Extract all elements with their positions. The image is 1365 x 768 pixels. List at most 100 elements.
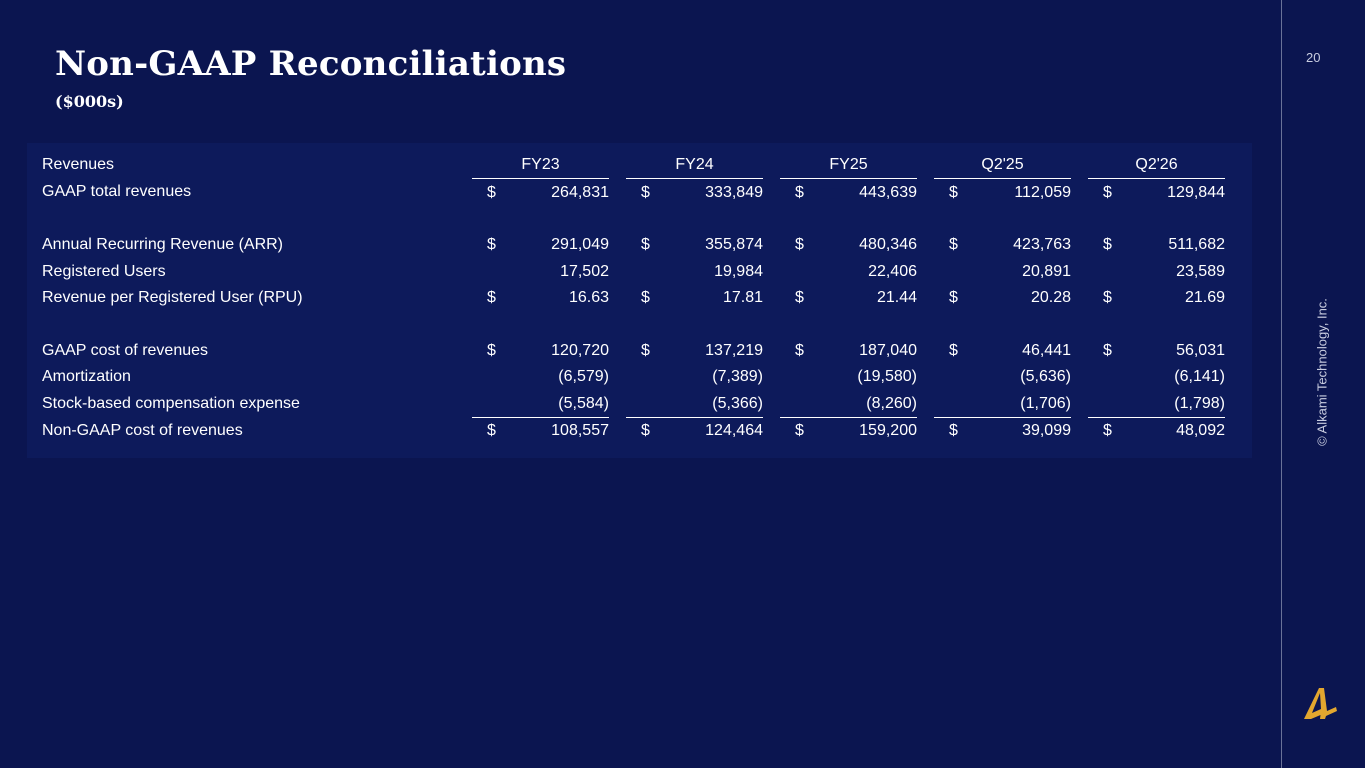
cell-value: 56,031 — [1176, 341, 1225, 359]
row-label: Stock-based compensation expense — [42, 394, 300, 412]
cell-value: 23,589 — [1176, 262, 1225, 280]
currency-symbol: $ — [1103, 236, 1112, 254]
cell-value: 423,763 — [1013, 236, 1071, 254]
cell-value: 17.81 — [722, 289, 763, 307]
table-row: Amortization (6,579) (7,389) (19,580) (5… — [42, 364, 1225, 390]
cell-value: (19,580) — [857, 368, 917, 386]
currency-symbol — [780, 390, 825, 418]
currency-symbol — [472, 364, 517, 390]
currency-symbol: $ — [487, 422, 496, 440]
alkami-logo-icon — [1304, 688, 1337, 719]
currency-symbol: $ — [795, 341, 804, 359]
currency-symbol — [934, 390, 979, 418]
currency-symbol: $ — [1103, 341, 1112, 359]
table-row: GAAP cost of revenues $120,720 $137,219 … — [42, 338, 1225, 364]
currency-symbol — [780, 259, 825, 285]
currency-symbol: $ — [1103, 183, 1112, 201]
cell-value: 19,984 — [714, 262, 763, 280]
row-label: Non-GAAP cost of revenues — [42, 421, 243, 439]
cell-value: (5,636) — [1020, 368, 1071, 386]
currency-symbol: $ — [487, 236, 496, 254]
currency-symbol: $ — [795, 422, 804, 440]
currency-symbol: $ — [1103, 289, 1112, 307]
currency-symbol — [472, 259, 517, 285]
table-row: Revenue per Registered User (RPU) $16.63… — [42, 285, 1225, 311]
currency-symbol — [472, 390, 517, 418]
column-header-q2-26: Q2'26 — [1088, 152, 1225, 180]
column-header-fy24: FY24 — [626, 152, 763, 180]
column-header-fy23: FY23 — [472, 152, 609, 180]
column-header-q2-25: Q2'25 — [934, 152, 1071, 180]
cell-value: 17,502 — [560, 262, 609, 280]
cell-value: 112,059 — [1014, 183, 1071, 201]
currency-symbol: $ — [949, 289, 958, 307]
cell-value: 187,040 — [859, 341, 917, 359]
currency-symbol — [934, 259, 979, 285]
currency-symbol — [780, 364, 825, 390]
cell-value: 20,891 — [1022, 262, 1071, 280]
cell-value: (1,798) — [1133, 390, 1225, 418]
row-label: GAAP total revenues — [42, 183, 192, 201]
cell-value: (5,366) — [671, 390, 763, 418]
cell-value: (8,260) — [825, 390, 917, 418]
row-label: Annual Recurring Revenue (ARR) — [42, 236, 283, 254]
currency-symbol — [626, 259, 671, 285]
currency-symbol: $ — [949, 183, 958, 201]
table-total-row: Non-GAAP cost of revenues $108,557 $124,… — [42, 417, 1225, 444]
table-row: Annual Recurring Revenue (ARR) $291,049 … — [42, 232, 1225, 258]
copyright-notice: © Alkami Technology, Inc. — [1314, 298, 1330, 446]
column-header-label: Revenues — [42, 156, 115, 174]
right-divider — [1281, 0, 1282, 768]
slide-title: Non-GAAP Reconciliations — [55, 44, 567, 84]
reconciliation-table-panel: Revenues FY23 FY24 FY25 Q2'25 Q2'26 GAAP… — [27, 143, 1252, 458]
cell-value: 120,720 — [551, 341, 609, 359]
cell-value: 355,874 — [705, 236, 763, 254]
cell-value: 333,849 — [705, 183, 763, 201]
currency-symbol — [934, 364, 979, 390]
cell-value: (5,584) — [517, 390, 609, 418]
reconciliation-table: Revenues FY23 FY24 FY25 Q2'25 Q2'26 GAAP… — [42, 152, 1225, 444]
cell-value: 159,200 — [859, 422, 917, 440]
currency-symbol: $ — [949, 236, 958, 254]
currency-symbol: $ — [949, 422, 958, 440]
cell-value: 21.44 — [876, 289, 917, 307]
cell-value: 443,639 — [859, 183, 917, 201]
currency-symbol: $ — [487, 183, 496, 201]
cell-value: (1,706) — [979, 390, 1071, 418]
currency-symbol: $ — [641, 289, 650, 307]
row-label: Revenue per Registered User (RPU) — [42, 289, 303, 307]
cell-value: 137,219 — [705, 341, 763, 359]
table-row: Stock-based compensation expense (5,584)… — [42, 390, 1225, 418]
currency-symbol: $ — [795, 289, 804, 307]
cell-value: 20.28 — [1030, 289, 1071, 307]
cell-value: 264,831 — [551, 183, 609, 201]
currency-symbol: $ — [641, 236, 650, 254]
currency-symbol — [1088, 259, 1133, 285]
cell-value: (6,579) — [558, 368, 609, 386]
cell-value: (6,141) — [1174, 368, 1225, 386]
cell-value: 48,092 — [1176, 422, 1225, 440]
currency-symbol: $ — [487, 289, 496, 307]
currency-symbol — [626, 364, 671, 390]
currency-symbol: $ — [641, 341, 650, 359]
slide-subtitle: ($000s) — [55, 92, 124, 111]
currency-symbol: $ — [949, 341, 958, 359]
currency-symbol: $ — [641, 183, 650, 201]
page-number: 20 — [1306, 50, 1321, 65]
row-label: Registered Users — [42, 262, 166, 280]
cell-value: 511,682 — [1168, 236, 1225, 254]
currency-symbol — [1088, 364, 1133, 390]
table-row: Registered Users 17,502 19,984 22,406 20… — [42, 259, 1225, 285]
cell-value: 291,049 — [551, 236, 609, 254]
cell-value: (7,389) — [712, 368, 763, 386]
cell-value: 108,557 — [551, 422, 609, 440]
cell-value: 129,844 — [1167, 183, 1225, 201]
cell-value: 46,441 — [1022, 341, 1071, 359]
cell-value: 124,464 — [705, 422, 763, 440]
currency-symbol: $ — [641, 422, 650, 440]
currency-symbol — [626, 390, 671, 418]
table-spacer-row — [42, 311, 1225, 337]
cell-value: 39,099 — [1022, 422, 1071, 440]
table-row: GAAP total revenues $264,831 $333,849 $4… — [42, 179, 1225, 206]
table-header-row: Revenues FY23 FY24 FY25 Q2'25 Q2'26 — [42, 152, 1225, 180]
